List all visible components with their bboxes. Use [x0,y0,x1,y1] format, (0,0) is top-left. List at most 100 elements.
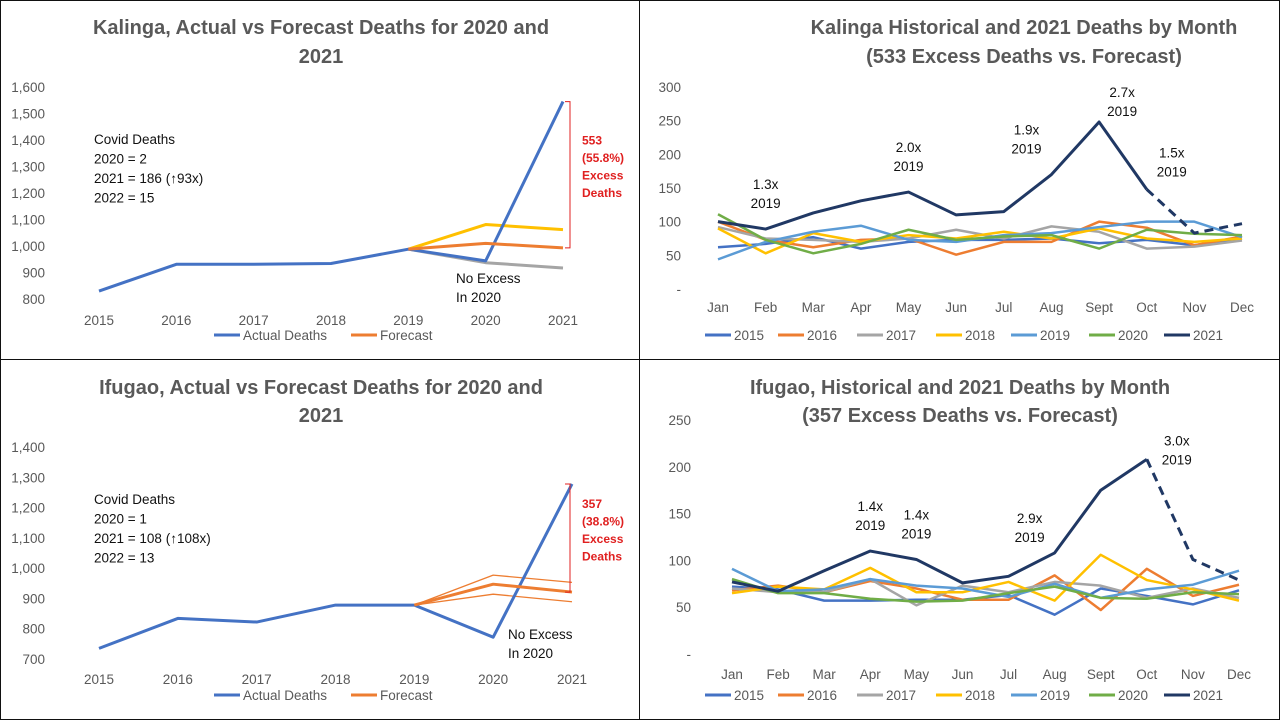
chart3-x-tick-label: Aug [1043,667,1067,682]
chart1-y-tick-label: 50 [666,248,681,263]
chart0-x-tick-label: 2016 [161,313,191,328]
chart3-legend-label-2018: 2018 [965,688,995,703]
chart0-excess-label: Excess [582,169,624,183]
chart2-x-tick-label: 2016 [163,672,193,687]
chart2-no-excess-note: In 2020 [508,646,553,661]
chart3-multiplier-basis-label: 2019 [1162,452,1192,467]
chart3-series-2020-line [731,577,1240,603]
chart2-series-forecast-line [413,582,573,607]
chart0-y-tick-label: 1,000 [11,239,45,254]
chart1-legend-label-2018: 2018 [965,328,995,343]
chart3-x-tick-label: Nov [1181,667,1205,682]
chart1-multiplier-label: 2.7x [1109,85,1135,100]
chart3-y-tick-label: 200 [668,460,691,475]
chart0-x-tick-label: 2019 [393,313,423,328]
chart3-series-2021-dashed-line [1145,458,1240,582]
chart1-multiplier-label: 1.5x [1159,145,1185,160]
chart3-multiplier-label: 1.4x [858,499,884,514]
chart3-x-tick-label: Oct [1136,667,1157,682]
chart1-x-tick-label: Dec [1230,300,1254,315]
chart3-x-tick-label: May [904,667,930,682]
chart3-multiplier-basis-label: 2019 [855,518,885,533]
chart2-y-tick-label: 1,000 [11,561,45,576]
chart0-y-tick-label: 1,100 [11,213,45,228]
chart3-legend-label-2021: 2021 [1193,688,1223,703]
chart1-multiplier-label: 2.0x [896,140,922,155]
chart3-multiplier-label: 2.9x [1017,511,1043,526]
chart1-multiplier-label: 1.3x [753,177,779,192]
chart2-x-tick-label: 2020 [478,672,508,687]
chart2-x-tick-label: 2019 [399,672,429,687]
chart2-covid-deaths-note: 2022 = 13 [94,551,154,566]
chart2-y-tick-label: 1,100 [11,531,45,546]
chart1-x-tick-label: Aug [1039,300,1063,315]
chart3-multiplier-label: 1.4x [904,507,930,522]
chart3-series-2019-line [731,567,1240,600]
kalinga-monthly-chart: Kalinga Historical and 2021 Deaths by Mo… [658,17,1254,343]
chart1-y-tick-label: 150 [658,181,681,196]
chart0-covid-deaths-note: 2021 = 186 (↑93x) [94,171,203,186]
ifugao-annual-chart-panel: Ifugao, Actual vs Forecast Deaths for 20… [0,359,641,720]
chart1-x-tick-label: Jul [995,300,1012,315]
chart3-x-tick-label: Mar [813,667,837,682]
chart2-forecast-bound-line [414,593,573,606]
chart2-forecast-bound-line [414,574,573,606]
chart0-y-tick-label: 1,300 [11,160,45,175]
chart3-multiplier-label: 3.0x [1164,433,1190,448]
chart0-legend-label-actual-deaths: Actual Deaths [243,328,327,343]
chart1-legend-label-2021: 2021 [1193,328,1223,343]
chart3-title-line: (357 Excess Deaths vs. Forecast) [802,405,1118,427]
chart1-y-tick-label: 250 [658,114,681,129]
chart2-excess-bracket [565,483,571,593]
chart3-x-tick-label: Apr [860,667,882,682]
chart1-series-2021-dashed-line [1145,188,1243,235]
chart3-multiplier-basis-label: 2019 [1015,530,1045,545]
chart0-title-line: Kalinga, Actual vs Forecast Deaths for 2… [93,17,549,39]
chart1-title-line: (533 Excess Deaths vs. Forecast) [866,46,1182,68]
chart2-y-tick-label: 900 [22,591,45,606]
chart3-x-tick-label: Jan [721,667,743,682]
chart1-y-tick-label: 300 [658,80,681,95]
chart2-y-tick-label: 1,200 [11,501,45,516]
chart0-y-tick-label: 1,400 [11,133,45,148]
chart1-series-2018-line [717,227,1243,255]
chart2-x-tick-label: 2018 [320,672,350,687]
ifugao-monthly-chart-panel: Ifugao, Historical and 2021 Deaths by Mo… [639,359,1280,720]
chart1-x-tick-label: Jun [945,300,967,315]
chart2-series-actual-deaths-line [98,483,574,650]
chart3-y-tick-label: 150 [668,507,691,522]
chart0-series-forecast-line [408,241,564,251]
chart3-x-tick-label: Feb [766,667,789,682]
chart0-legend-label-forecast: Forecast [380,328,433,343]
chart2-y-tick-label: 700 [22,652,45,667]
chart2-x-tick-label: 2021 [557,672,587,687]
chart1-legend-label-2020: 2020 [1118,328,1148,343]
chart0-excess-label: (55.8%) [582,151,624,165]
chart3-y-tick-label: - [687,647,692,662]
chart0-y-tick-label: 900 [22,266,45,281]
chart1-series-2015-line [717,235,1243,250]
ifugao-monthly-chart: Ifugao, Historical and 2021 Deaths by Mo… [668,377,1251,703]
kalinga-annual-chart-panel: Kalinga, Actual vs Forecast Deaths for 2… [0,0,641,361]
chart0-y-tick-label: 800 [22,292,45,307]
chart1-multiplier-basis-label: 2019 [1157,164,1187,179]
chart1-multiplier-basis-label: 2019 [751,196,781,211]
chart3-x-tick-label: Jul [1000,667,1017,682]
chart0-title-line: 2021 [299,46,344,68]
chart0-y-tick-label: 1,600 [11,80,45,95]
chart3-title-line: Ifugao, Historical and 2021 Deaths by Mo… [750,377,1170,399]
chart1-legend-label-2015: 2015 [734,328,764,343]
chart3-legend-label-2015: 2015 [734,688,764,703]
chart0-y-tick-label: 1,200 [11,186,45,201]
chart0-x-tick-label: 2020 [471,313,501,328]
chart1-series-2021-line [717,120,1148,231]
chart3-x-tick-label: Sept [1087,667,1115,682]
chart2-y-tick-label: 1,400 [11,440,45,455]
chart1-legend-label-2016: 2016 [807,328,837,343]
chart3-x-tick-label: Dec [1227,667,1251,682]
chart2-title-line: 2021 [299,405,344,427]
chart0-x-tick-label: 2015 [84,313,114,328]
chart1-x-tick-label: May [896,300,922,315]
chart2-title-line: Ifugao, Actual vs Forecast Deaths for 20… [99,377,543,399]
chart3-series-2021-line [731,458,1148,593]
